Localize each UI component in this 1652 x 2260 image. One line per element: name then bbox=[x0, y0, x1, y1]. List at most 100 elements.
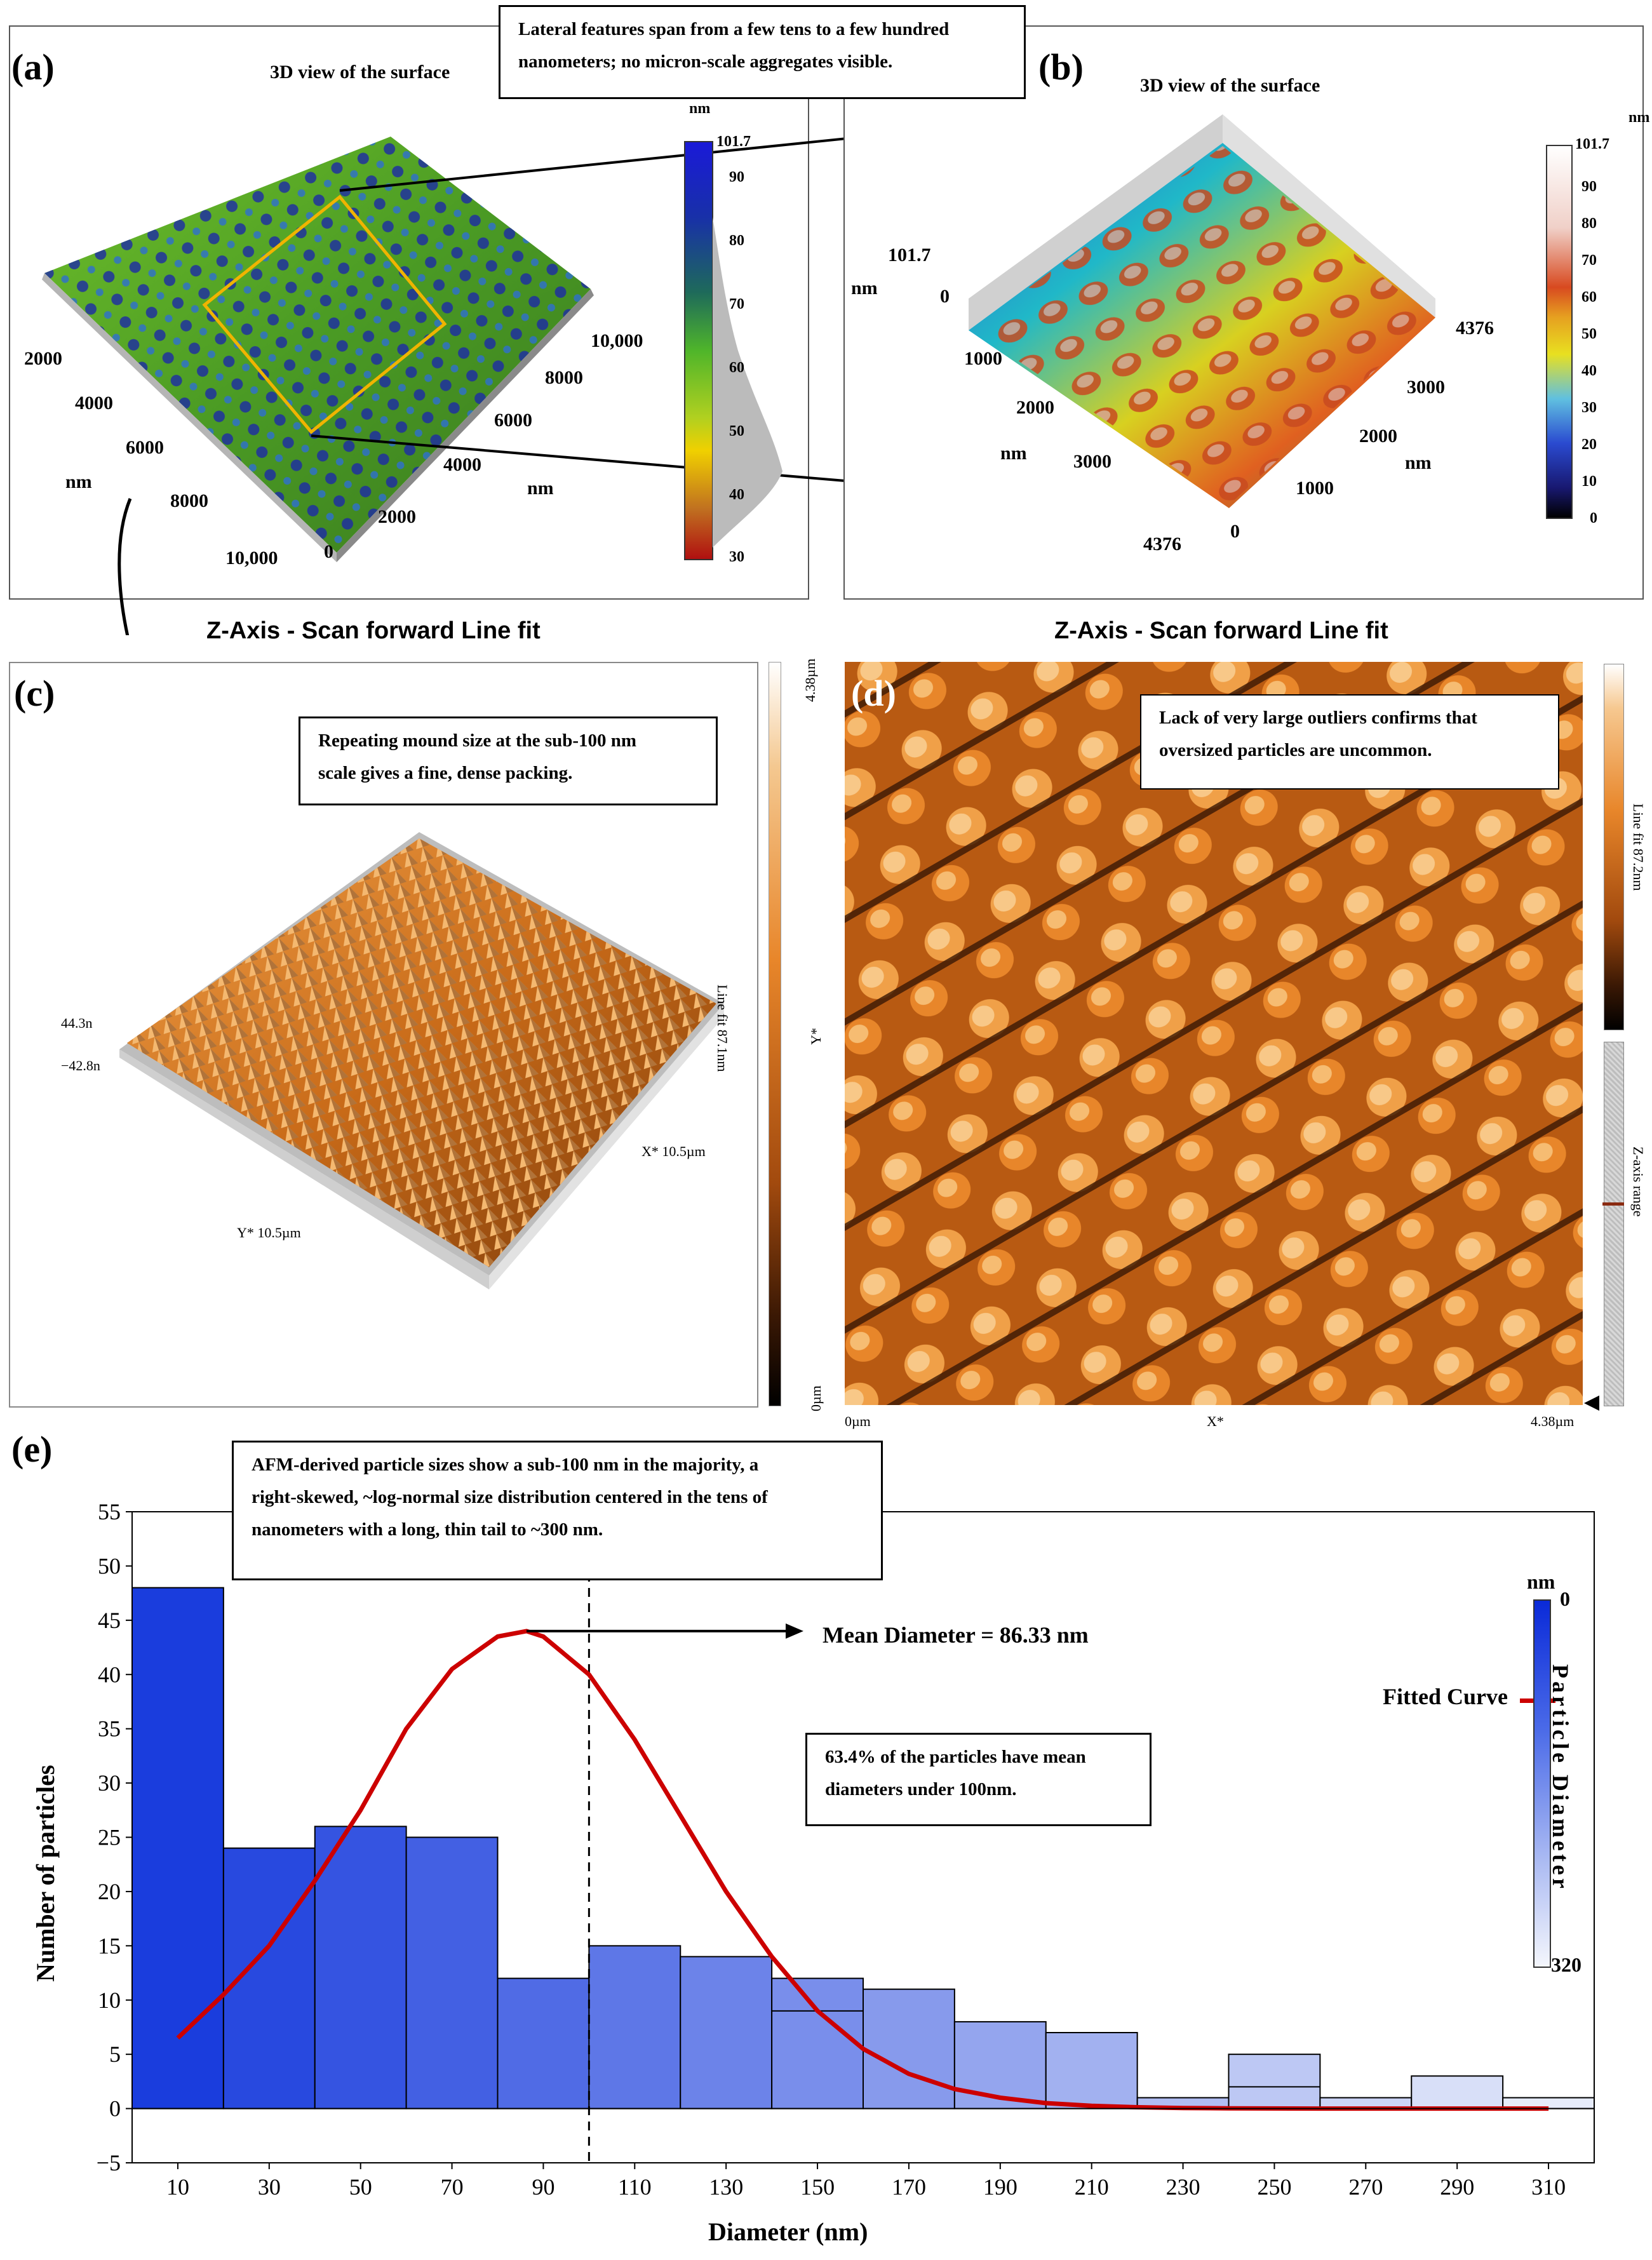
y-tick-label: 15 bbox=[98, 1933, 121, 1958]
y-tick-label: 25 bbox=[98, 1825, 121, 1850]
y-tick-label: 35 bbox=[98, 1716, 121, 1742]
panel-a-surface bbox=[42, 116, 1230, 635]
b-right-tick: 3000 bbox=[1407, 377, 1445, 398]
panel-c-title: Z-Axis - Scan forward Line fit bbox=[206, 617, 541, 644]
y-tick-label: 40 bbox=[98, 1662, 121, 1687]
x-tick-label: 30 bbox=[258, 2174, 281, 2200]
a-histogram-profile bbox=[713, 217, 782, 548]
b-colorbar-tick: 30 bbox=[1581, 400, 1597, 416]
d-colorbar bbox=[1604, 664, 1624, 1030]
panel-a-title: 3D view of the surface bbox=[270, 62, 450, 83]
a-ytick: 6000 bbox=[126, 437, 164, 458]
b-right-tick: 2000 bbox=[1359, 426, 1397, 447]
panel-a-label: (a) bbox=[11, 46, 55, 88]
particle-colorbar-unit: nm bbox=[1527, 1570, 1555, 1593]
x-tick-label: 50 bbox=[349, 2174, 372, 2200]
d-x-mid: X* bbox=[1207, 1413, 1224, 1429]
b-right-tick: 4376 bbox=[1456, 318, 1494, 339]
a-xtick: 4000 bbox=[443, 454, 481, 475]
y-tick-label: 20 bbox=[98, 1879, 121, 1904]
b-left-tick: 3000 bbox=[1073, 451, 1111, 472]
y-tick-label: 10 bbox=[98, 1988, 121, 2013]
a-colorbar-tick: 70 bbox=[729, 296, 744, 313]
y-tick-label: 45 bbox=[98, 1608, 121, 1633]
x-tick-label: 230 bbox=[1166, 2174, 1200, 2200]
x-tick-label: 70 bbox=[441, 2174, 464, 2200]
histogram-bar bbox=[680, 1956, 773, 2109]
x-tick-label: 270 bbox=[1348, 2174, 1383, 2200]
b-colorbar-tick: 10 bbox=[1581, 473, 1597, 490]
a-xtick: 8000 bbox=[545, 367, 583, 388]
a-xtick: 0 bbox=[324, 541, 333, 562]
panel-c-surface bbox=[119, 832, 724, 1289]
b-colorbar-tick: 40 bbox=[1581, 363, 1597, 379]
y-tick-label: 50 bbox=[98, 1553, 121, 1578]
histogram-bar bbox=[588, 1945, 682, 2109]
histogram-bar bbox=[314, 1826, 407, 2109]
particle-colorbar-min: 0 bbox=[1560, 1587, 1570, 1610]
b-left-tick: 4376 bbox=[1143, 534, 1181, 555]
a-colorbar-tick: 40 bbox=[729, 487, 744, 503]
panel-b-title: 3D view of the surface bbox=[1140, 75, 1320, 96]
panel-c-label: (c) bbox=[14, 673, 55, 714]
c-x-label: X* 10.5µm bbox=[641, 1143, 706, 1159]
a-colorbar-tick: 80 bbox=[729, 232, 744, 249]
d-range-label: Z-axis range bbox=[1630, 1147, 1646, 1217]
b-colorbar-max: 101.7 bbox=[1575, 136, 1609, 152]
histogram-bar bbox=[1228, 2054, 1321, 2109]
histogram-bar bbox=[863, 1988, 955, 2109]
note-afm-sizes: AFM-derived particle sizes show a sub-10… bbox=[232, 1441, 883, 1580]
d-y-mid: Y* bbox=[808, 1028, 824, 1045]
surface-b-mounds bbox=[972, 146, 1432, 505]
histogram-bar bbox=[1411, 2075, 1504, 2109]
b-wall-right bbox=[1223, 114, 1435, 318]
d-y-top: 4.38µm bbox=[802, 658, 818, 702]
c-colorbar bbox=[769, 662, 781, 1406]
histogram-bar bbox=[405, 1836, 499, 2109]
a-x-unit: nm bbox=[527, 478, 554, 499]
x-tick-label: 110 bbox=[618, 2174, 652, 2200]
note-large-outliers: Lack of very large outliers confirms tha… bbox=[1140, 694, 1559, 790]
a-colorbar-tick: 90 bbox=[729, 169, 744, 185]
particle-colorbar-max: 320 bbox=[1551, 1953, 1581, 1976]
zoom-square bbox=[202, 194, 447, 434]
x-tick-label: 250 bbox=[1257, 2174, 1291, 2200]
particle-colorbar-title: Particle Diameter bbox=[1548, 1664, 1573, 1892]
b-colorbar-tick: 60 bbox=[1581, 289, 1597, 306]
b-z-label: 101.7 bbox=[888, 245, 931, 266]
b-colorbar-tick: 80 bbox=[1581, 215, 1597, 232]
d-x-left: 0µm bbox=[845, 1413, 871, 1429]
histogram-bar bbox=[131, 1587, 224, 2109]
x-tick-label: 290 bbox=[1440, 2174, 1474, 2200]
histogram-bar bbox=[1045, 2032, 1138, 2109]
a-ytick: 10,000 bbox=[225, 548, 278, 568]
b-right-unit: nm bbox=[1405, 452, 1432, 473]
panel-e-label: (e) bbox=[11, 1429, 53, 1470]
a-ytick: 4000 bbox=[75, 393, 113, 414]
note-repeating-mound: Repeating mound size at the sub-100 nm s… bbox=[299, 716, 718, 805]
b-colorbar bbox=[1546, 145, 1573, 519]
b-colorbar-tick: 90 bbox=[1581, 178, 1597, 195]
a-colorbar-tick: 60 bbox=[729, 360, 744, 376]
x-axis-label: Diameter (nm) bbox=[708, 2217, 868, 2246]
d-y-bottom: 0µm bbox=[808, 1385, 824, 1411]
y-tick-label: 55 bbox=[98, 1499, 121, 1524]
a-colorbar-unit: nm bbox=[689, 100, 711, 117]
panel-d-label: (d) bbox=[851, 673, 896, 714]
a-colorbar-max: 101.7 bbox=[716, 133, 751, 150]
note-lateral-features: Lateral features span from a few tens to… bbox=[499, 5, 1026, 99]
a-xtick: 2000 bbox=[378, 506, 416, 527]
mean-diameter-label: Mean Diameter = 86.33 nm bbox=[823, 1622, 1089, 1648]
x-tick-label: 310 bbox=[1531, 2174, 1566, 2200]
b-right-tick: 0 bbox=[1230, 521, 1240, 542]
c-z-bottom: −42.8n bbox=[61, 1058, 100, 1073]
d-range-bar bbox=[1604, 1042, 1624, 1406]
y-tick-label: −5 bbox=[97, 2150, 121, 2176]
x-tick-label: 170 bbox=[892, 2174, 926, 2200]
x-tick-label: 150 bbox=[800, 2174, 835, 2200]
c-z-top: 44.3n bbox=[61, 1015, 93, 1031]
a-colorbar-tick: 50 bbox=[729, 423, 744, 440]
d-x-right: 4.38µm bbox=[1531, 1413, 1575, 1429]
b-wall-left bbox=[969, 114, 1223, 330]
